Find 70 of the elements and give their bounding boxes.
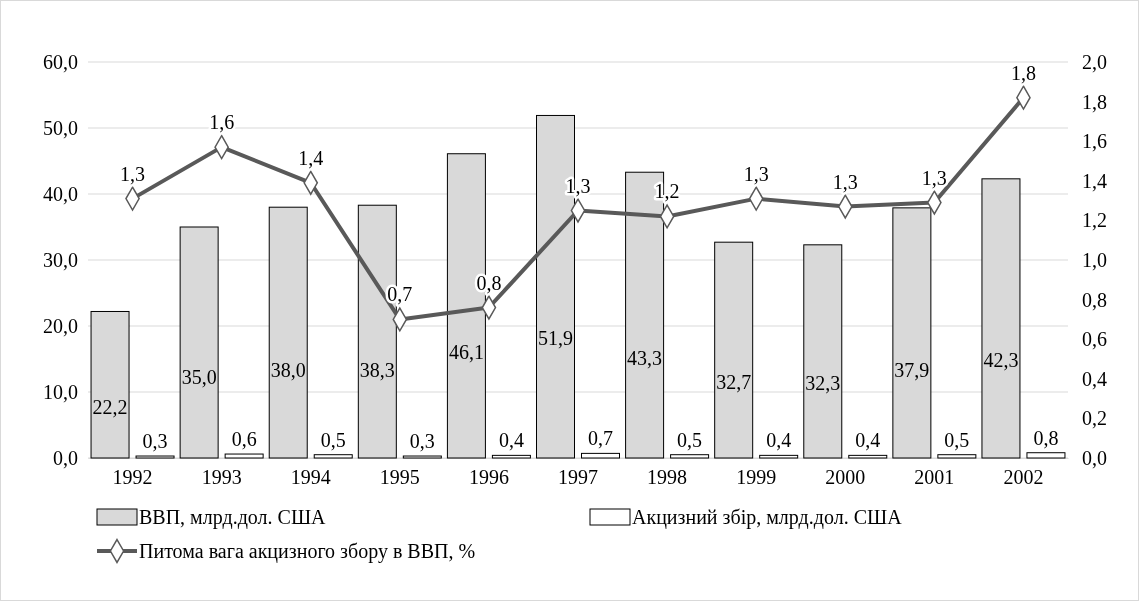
data-label: 0,8 <box>1033 426 1059 449</box>
data-label: 32,3 <box>805 372 841 395</box>
y2-tick-label: 1,6 <box>1082 130 1107 153</box>
data-label: 0,6 <box>231 428 257 451</box>
data-label: 1,3 <box>743 162 769 185</box>
data-label: 1,4 <box>298 146 324 169</box>
bar <box>1026 452 1066 459</box>
x-tick-label: 1997 <box>558 466 598 489</box>
data-label: 0,5 <box>944 428 970 451</box>
data-label: 0,3 <box>142 430 168 453</box>
data-label: 1,6 <box>209 111 235 134</box>
y2-tick-label: 2,0 <box>1082 50 1107 73</box>
y2-tick-label: 1,0 <box>1082 248 1107 271</box>
x-tick-label: 1998 <box>647 466 688 489</box>
y-tick-label: 60,0 <box>43 50 78 73</box>
x-tick-label: 2002 <box>1003 466 1044 489</box>
bar <box>491 454 531 459</box>
bar <box>313 454 353 459</box>
data-label: 46,1 <box>448 340 484 363</box>
data-label: 0,5 <box>677 428 703 451</box>
y2-tick-label: 0,0 <box>1082 446 1107 469</box>
bar <box>937 454 977 459</box>
bar <box>670 454 710 459</box>
legend-label: Акцизний збір, млрд.дол. США <box>632 506 903 529</box>
data-label: 0,4 <box>855 429 881 452</box>
x-tick-label: 1992 <box>112 466 153 489</box>
x-tick-label: 1999 <box>736 466 777 489</box>
data-label: 0,3 <box>409 430 435 453</box>
y2-tick-label: 0,6 <box>1082 328 1107 351</box>
y-tick-label: 30,0 <box>43 248 78 271</box>
y-tick-label: 40,0 <box>43 182 78 205</box>
y-tick-label: 10,0 <box>43 380 78 403</box>
x-tick-label: 1996 <box>468 466 509 489</box>
bar <box>848 454 888 459</box>
legend-label: Питома вага акцизного збору в ВВП, % <box>139 540 476 563</box>
data-label: 51,9 <box>538 327 573 350</box>
data-label: 0,7 <box>588 427 613 450</box>
y2-tick-label: 0,4 <box>1082 367 1107 390</box>
y2-tick-label: 1,8 <box>1082 90 1107 113</box>
x-tick-label: 2000 <box>825 466 866 489</box>
data-label: 1,3 <box>832 170 858 193</box>
data-label: 1,3 <box>921 166 947 189</box>
y-tick-label: 0,0 <box>53 446 78 469</box>
data-label: 38,3 <box>359 358 395 381</box>
y2-tick-label: 0,2 <box>1082 407 1107 430</box>
data-label: 38,0 <box>270 359 306 382</box>
x-tick-label: 1994 <box>290 466 331 489</box>
data-label: 42,3 <box>983 349 1019 372</box>
data-label: 0,5 <box>320 428 346 451</box>
data-label: 1,8 <box>1010 61 1036 84</box>
data-label: 35,0 <box>181 366 217 389</box>
y-tick-label: 20,0 <box>43 314 78 337</box>
x-tick-label: 1993 <box>201 466 242 489</box>
x-tick-label: 2001 <box>914 466 955 489</box>
bar <box>581 452 620 459</box>
y2-tick-label: 1,4 <box>1082 169 1107 192</box>
data-label: 1,3 <box>120 162 146 185</box>
y2-tick-label: 1,2 <box>1082 209 1107 232</box>
x-tick-label: 1995 <box>379 466 420 489</box>
data-label: 0,4 <box>498 429 524 452</box>
data-label: 22,2 <box>92 395 128 418</box>
data-label: 43,3 <box>627 346 663 369</box>
bar <box>759 454 799 459</box>
data-label: 37,9 <box>894 359 930 382</box>
bar <box>224 453 264 459</box>
data-label: 32,7 <box>716 371 752 394</box>
data-label: 0,4 <box>766 429 792 452</box>
legend-label: ВВП, млрд.дол. США <box>139 506 327 529</box>
y2-tick-label: 0,8 <box>1082 288 1107 311</box>
y-tick-label: 50,0 <box>43 116 78 139</box>
